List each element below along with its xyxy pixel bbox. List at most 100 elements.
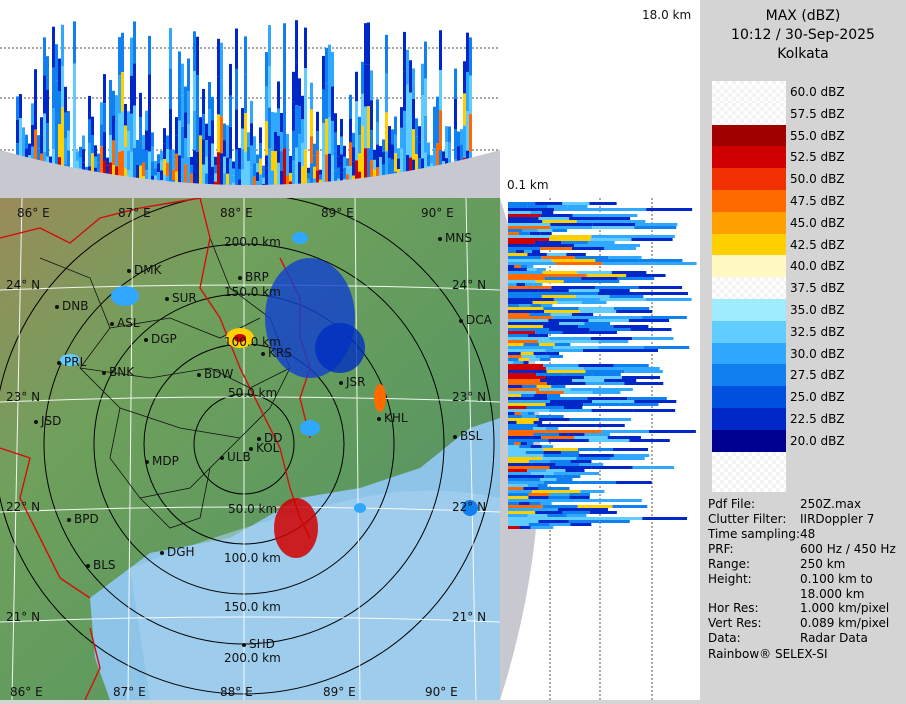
profile-bar <box>118 75 121 114</box>
profile-bar <box>508 445 520 448</box>
metadata-key: Clutter Filter: <box>708 512 787 526</box>
profile-bar <box>516 421 526 424</box>
profile-bar <box>520 265 527 268</box>
city-marker[interactable]: BLS <box>86 558 116 572</box>
profile-bar <box>508 505 543 508</box>
profile-bar <box>550 226 593 229</box>
profile-bar <box>322 55 325 90</box>
range-ring-label: 150.0 km <box>224 285 281 299</box>
profile-bar <box>217 38 220 77</box>
profile-bar <box>313 166 316 179</box>
profile-bar <box>292 101 295 131</box>
city-marker[interactable]: ULB <box>220 450 251 464</box>
lon-top-label: 90° E <box>421 206 454 220</box>
side-profile-plot <box>500 198 697 700</box>
profile-bar <box>526 475 545 478</box>
profile-bar <box>562 511 590 514</box>
metadata-value: 0.089 km/pixel <box>800 616 890 630</box>
profile-bar <box>118 113 121 152</box>
city-marker[interactable]: MNS <box>438 231 472 245</box>
profile-bar <box>525 283 534 286</box>
profile-bar <box>235 109 238 150</box>
profile-bar <box>241 149 244 170</box>
profile-bar <box>543 325 579 328</box>
profile-bar <box>508 232 519 235</box>
city-marker[interactable]: ASL <box>110 316 140 330</box>
profile-bar <box>612 505 648 508</box>
profile-bar <box>528 523 550 526</box>
profile-bar <box>91 153 94 172</box>
city-marker[interactable]: BSL <box>453 429 482 443</box>
profile-bar <box>538 418 570 421</box>
profile-bar <box>539 358 551 361</box>
profile-bar <box>19 94 22 119</box>
profile-bar <box>592 400 635 403</box>
profile-bar <box>352 132 355 148</box>
profile-bar <box>118 37 121 76</box>
city-marker[interactable]: KOL <box>249 441 279 455</box>
profile-bar <box>578 325 614 328</box>
profile-bar <box>508 214 541 217</box>
profile-bar <box>508 466 550 469</box>
profile-bar <box>508 304 520 307</box>
profile-bar <box>508 340 539 343</box>
profile-bar <box>298 106 301 135</box>
profile-bar <box>548 439 589 442</box>
profile-bar <box>334 170 337 190</box>
profile-bar <box>181 126 184 159</box>
city-marker[interactable]: DCA <box>459 313 492 327</box>
city-marker[interactable]: BNK <box>102 365 134 379</box>
profile-bar <box>538 487 555 490</box>
profile-bar <box>271 131 274 152</box>
profile-bar <box>513 361 519 364</box>
profile-bar <box>544 310 581 313</box>
city-marker[interactable]: BRP <box>238 270 269 284</box>
profile-bar <box>598 346 644 349</box>
profile-bar <box>549 466 592 469</box>
city-marker[interactable]: BPD <box>67 512 99 526</box>
profile-bar <box>463 93 466 126</box>
profile-bar <box>556 490 581 493</box>
city-marker[interactable]: DNB <box>55 299 88 313</box>
profile-bar <box>552 292 598 295</box>
city-marker[interactable]: BDW <box>197 367 233 381</box>
city-marker[interactable]: PRL <box>57 355 86 369</box>
profile-bar <box>142 162 145 177</box>
profile-bar <box>536 268 546 271</box>
profile-bar <box>436 96 439 121</box>
profile-bar <box>328 117 331 154</box>
profile-bar <box>607 436 641 439</box>
profile-bar <box>518 232 530 235</box>
profile-bar <box>574 499 609 502</box>
city-marker[interactable]: KRS <box>261 346 292 360</box>
profile-bar <box>136 152 139 165</box>
profile-bar <box>546 253 567 256</box>
profile-bar <box>558 433 585 436</box>
city-marker[interactable]: MDP <box>145 454 179 468</box>
profile-bar <box>355 130 358 161</box>
radar-map[interactable]: 86° E 87° E 88° E 89° E 90° E 86° E 87° … <box>0 198 500 700</box>
profile-bar <box>370 160 373 190</box>
profile-bar <box>539 343 555 346</box>
city-marker[interactable]: SHD <box>242 637 275 651</box>
city-marker[interactable]: JSR <box>339 375 366 389</box>
profile-bar <box>508 358 519 361</box>
city-marker[interactable]: SUR <box>165 291 197 305</box>
profile-bar <box>235 68 238 110</box>
city-marker[interactable]: DMK <box>127 263 161 277</box>
city-marker[interactable]: KHL <box>377 411 408 425</box>
profile-bar <box>247 175 250 190</box>
profile-bar <box>566 514 587 517</box>
city-marker[interactable]: DGP <box>144 332 177 346</box>
profile-bar <box>600 208 647 211</box>
profile-bar <box>613 454 650 457</box>
profile-bar <box>561 241 588 244</box>
profile-bar <box>235 28 238 69</box>
profile-bar <box>439 30 442 71</box>
legend-swatch <box>712 386 786 409</box>
city-marker[interactable]: DGH <box>160 545 195 559</box>
city-marker[interactable]: JSD <box>34 414 61 428</box>
legend-swatch <box>712 146 786 169</box>
city-marker[interactable]: DD <box>257 431 282 445</box>
profile-bar <box>607 244 641 247</box>
